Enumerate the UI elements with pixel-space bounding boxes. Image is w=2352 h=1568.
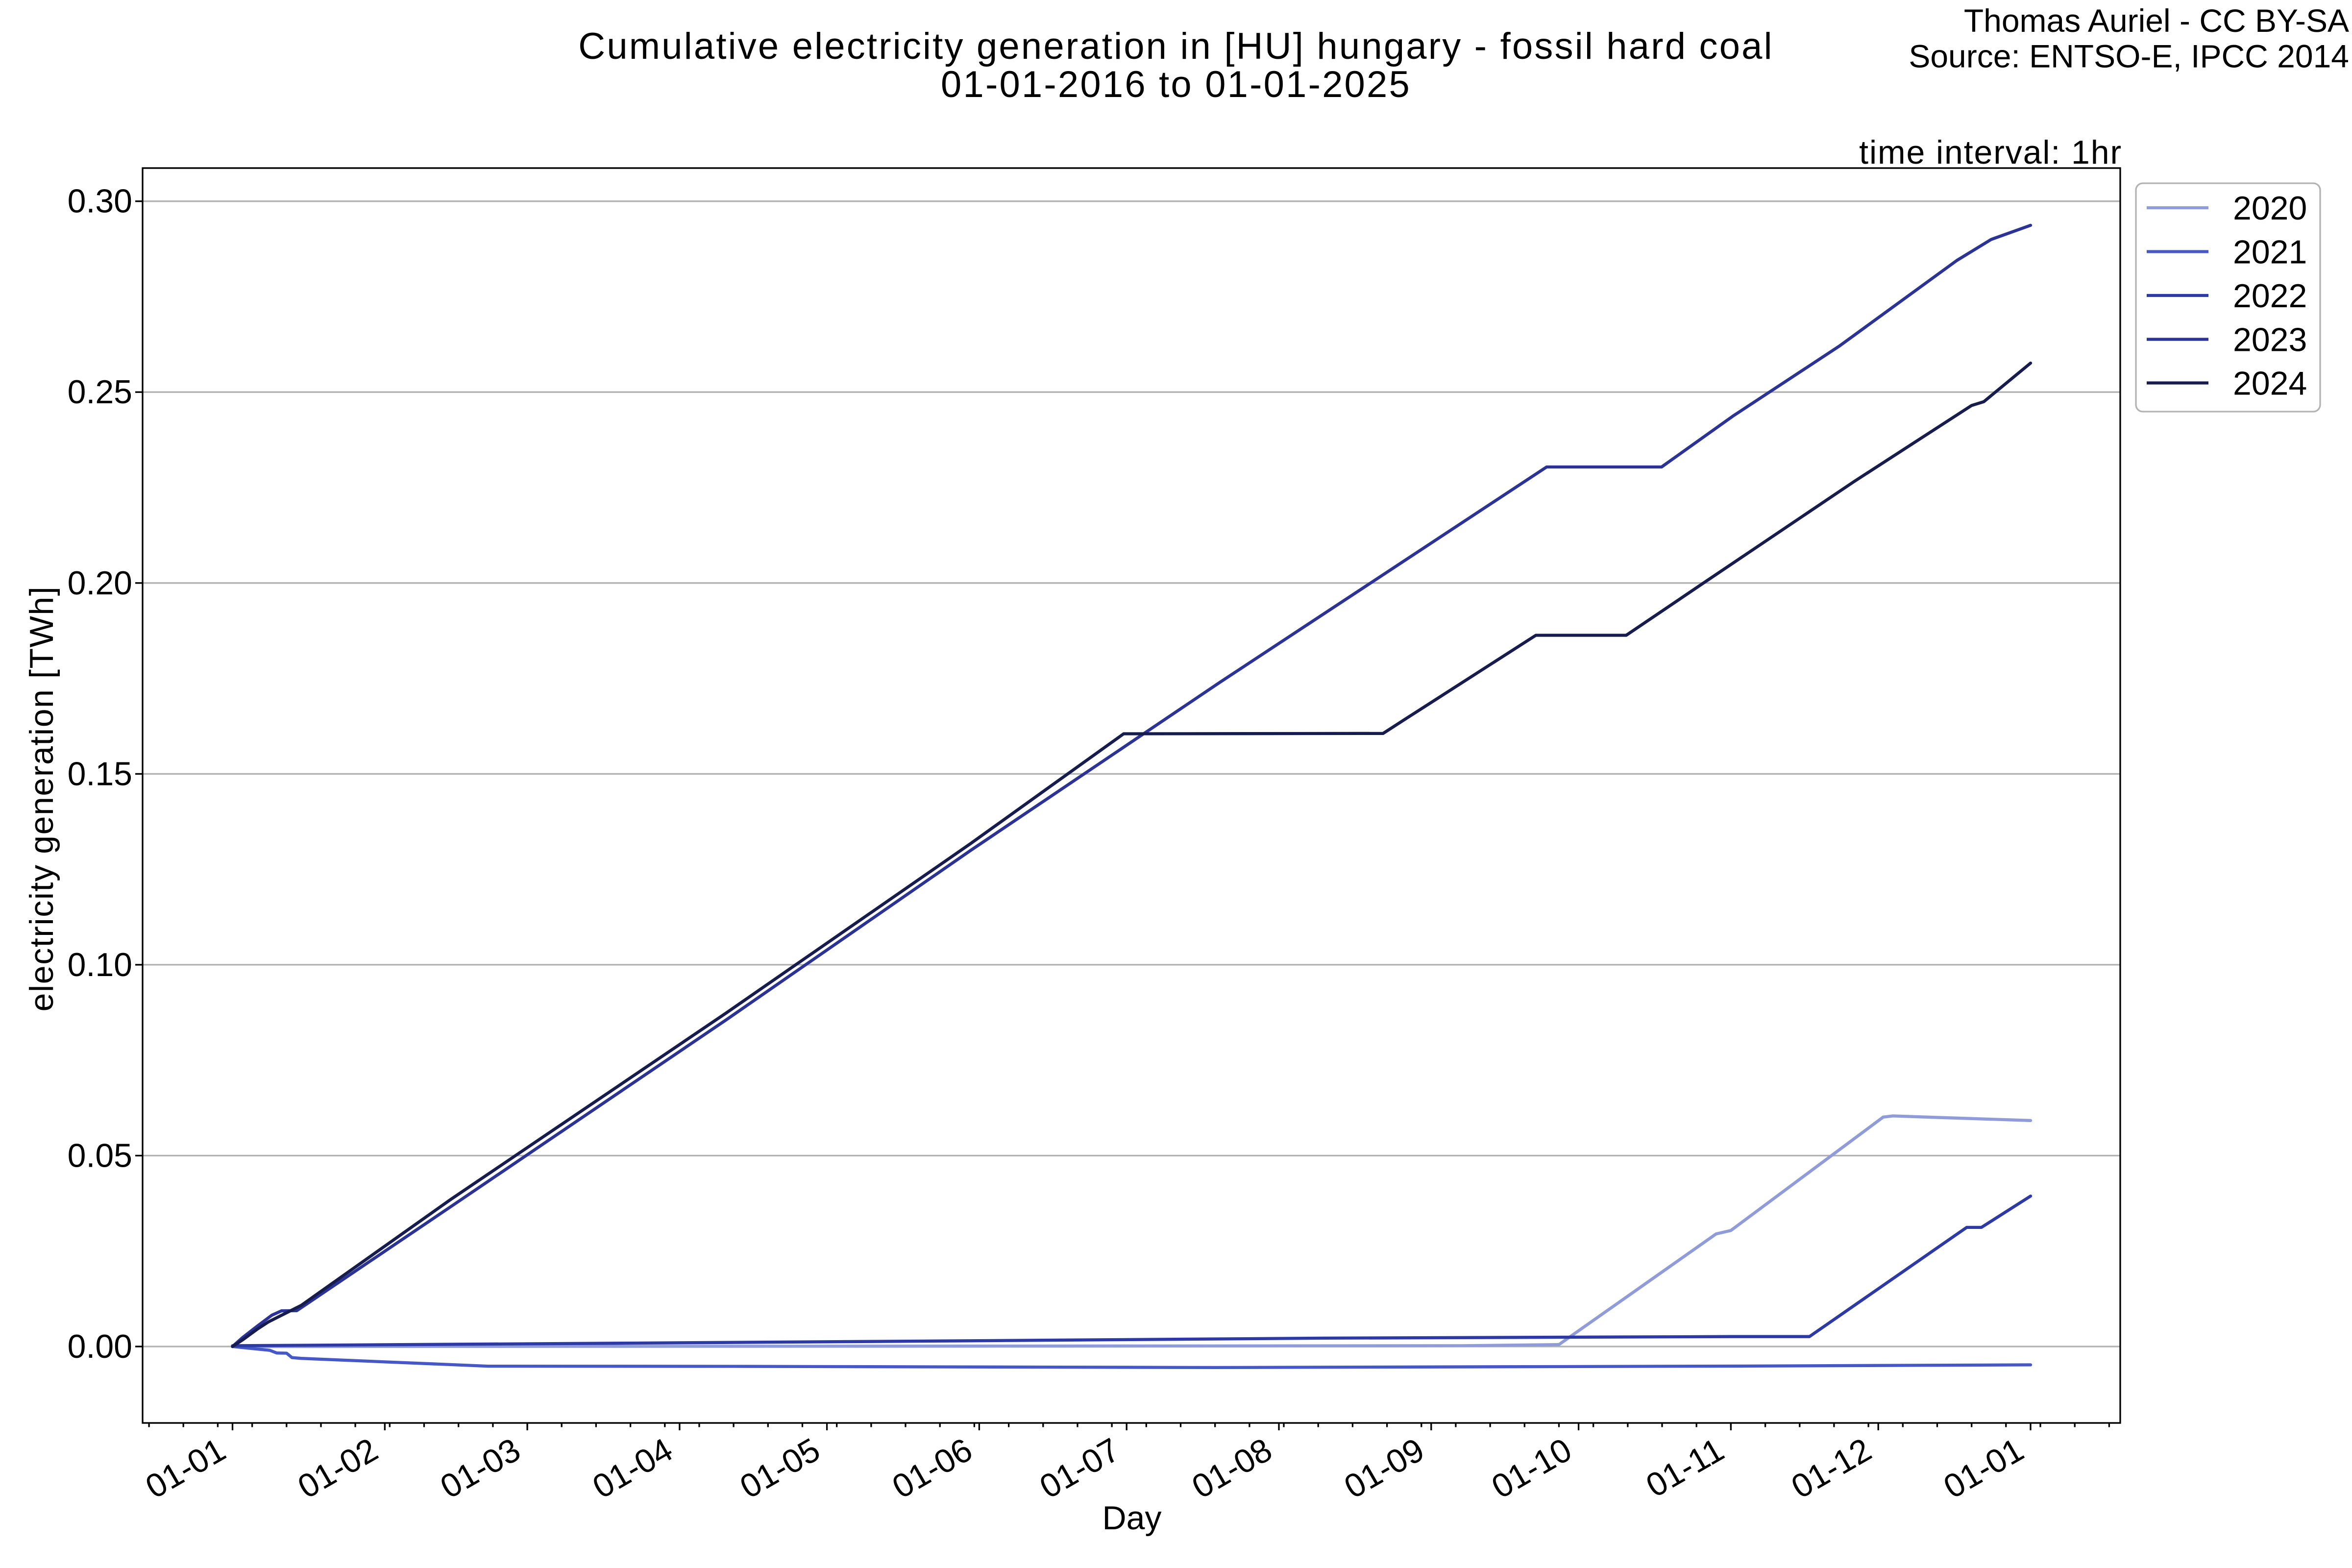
svg-text:2022: 2022 [2233, 277, 2307, 315]
svg-text:time interval: 1hr: time interval: 1hr [1859, 134, 2122, 171]
svg-text:01-01-2016 to 01-01-2025: 01-01-2016 to 01-01-2025 [941, 64, 1411, 105]
svg-text:0.15: 0.15 [68, 755, 132, 792]
svg-text:0.00: 0.00 [68, 1328, 132, 1365]
svg-text:Day: Day [1102, 1499, 1162, 1537]
svg-text:0.05: 0.05 [68, 1137, 132, 1174]
svg-text:2021: 2021 [2233, 234, 2307, 271]
svg-text:2020: 2020 [2233, 190, 2307, 227]
svg-text:Thomas Auriel - CC BY-SA: Thomas Auriel - CC BY-SA [1964, 2, 2349, 39]
svg-text:2023: 2023 [2233, 321, 2307, 359]
svg-text:electricity generation [TWh]: electricity generation [TWh] [23, 586, 60, 1012]
svg-text:0.30: 0.30 [68, 183, 132, 220]
svg-text:0.20: 0.20 [68, 564, 132, 602]
svg-text:0.25: 0.25 [68, 373, 132, 411]
svg-text:Source: ENTSO-E, IPCC 2014: Source: ENTSO-E, IPCC 2014 [1909, 38, 2349, 74]
svg-text:0.10: 0.10 [68, 946, 132, 983]
svg-text:Cumulative electricity generat: Cumulative electricity generation in [HU… [578, 25, 1774, 67]
svg-text:2024: 2024 [2233, 365, 2307, 402]
